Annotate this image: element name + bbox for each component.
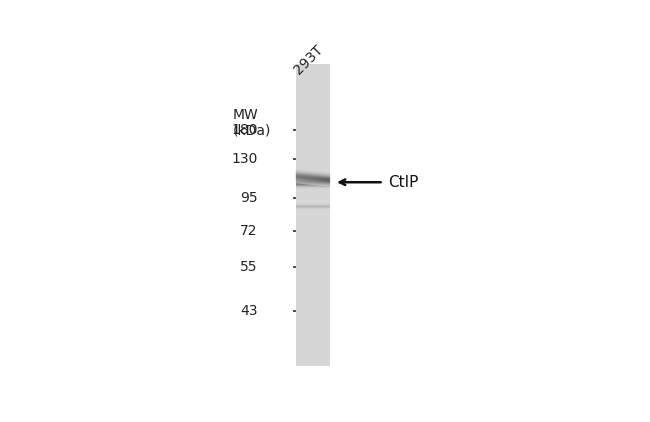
Polygon shape (296, 179, 330, 182)
Polygon shape (296, 179, 330, 182)
Polygon shape (296, 180, 330, 184)
Polygon shape (296, 181, 330, 184)
Polygon shape (296, 170, 330, 173)
Text: 293T: 293T (291, 43, 325, 78)
Polygon shape (296, 176, 330, 180)
Polygon shape (296, 183, 330, 186)
Polygon shape (296, 183, 330, 187)
Polygon shape (296, 173, 330, 176)
Polygon shape (296, 170, 330, 174)
Text: 180: 180 (231, 123, 257, 137)
Polygon shape (296, 173, 330, 177)
Polygon shape (296, 180, 330, 183)
Polygon shape (296, 181, 330, 185)
Polygon shape (296, 171, 330, 175)
Polygon shape (296, 174, 330, 178)
Polygon shape (296, 179, 330, 182)
Polygon shape (296, 179, 330, 182)
Polygon shape (296, 176, 330, 179)
Polygon shape (296, 172, 330, 176)
Polygon shape (296, 178, 330, 181)
Polygon shape (296, 177, 330, 180)
Polygon shape (296, 182, 330, 186)
Polygon shape (296, 173, 330, 176)
Polygon shape (296, 183, 330, 186)
Polygon shape (296, 171, 330, 175)
Polygon shape (296, 177, 330, 180)
Text: 72: 72 (240, 224, 257, 238)
Polygon shape (296, 182, 330, 185)
Polygon shape (296, 179, 330, 183)
Text: 130: 130 (231, 152, 257, 167)
Polygon shape (296, 177, 330, 181)
Polygon shape (296, 178, 330, 181)
Polygon shape (296, 170, 330, 174)
Text: 95: 95 (240, 192, 257, 206)
Polygon shape (296, 175, 330, 179)
Polygon shape (296, 176, 330, 180)
Polygon shape (296, 181, 330, 184)
Polygon shape (296, 176, 330, 179)
Polygon shape (296, 176, 330, 179)
Polygon shape (296, 174, 330, 177)
Bar (296, 64, 330, 366)
Polygon shape (296, 174, 330, 178)
Polygon shape (296, 181, 330, 185)
Polygon shape (296, 174, 330, 178)
Polygon shape (296, 170, 330, 173)
Polygon shape (296, 177, 330, 181)
Polygon shape (296, 173, 330, 177)
Text: 55: 55 (240, 260, 257, 274)
Polygon shape (296, 172, 330, 175)
Polygon shape (296, 181, 330, 184)
Polygon shape (296, 182, 330, 186)
Polygon shape (296, 169, 330, 173)
Polygon shape (296, 172, 330, 176)
Polygon shape (296, 180, 330, 184)
Polygon shape (296, 173, 330, 176)
Polygon shape (296, 170, 330, 174)
Polygon shape (296, 175, 330, 179)
Text: MW
(kDa): MW (kDa) (233, 108, 271, 138)
Text: 43: 43 (240, 303, 257, 318)
Polygon shape (296, 171, 330, 174)
Polygon shape (296, 175, 330, 178)
Polygon shape (296, 179, 330, 183)
Polygon shape (296, 169, 330, 173)
Polygon shape (296, 181, 330, 184)
Polygon shape (296, 170, 330, 173)
Polygon shape (296, 172, 330, 175)
Text: CtIP: CtIP (389, 175, 419, 190)
Polygon shape (296, 178, 330, 181)
